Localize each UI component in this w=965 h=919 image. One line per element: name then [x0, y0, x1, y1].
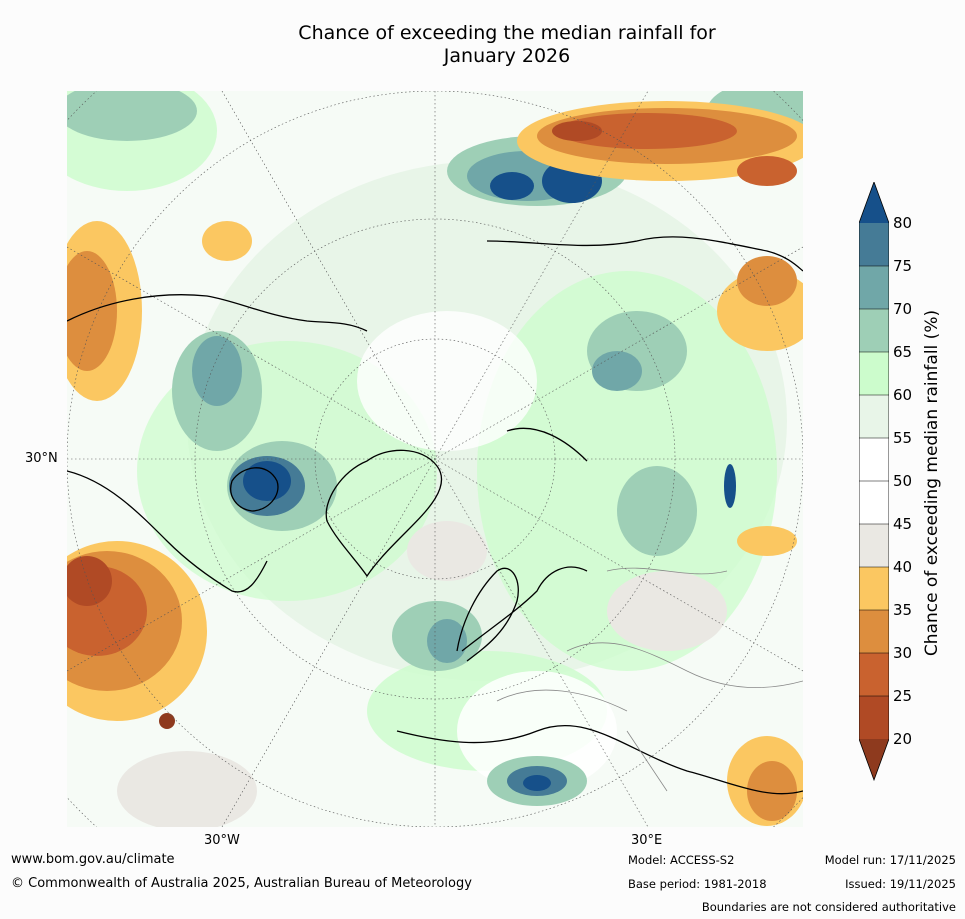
colorbar-tick-label: 30 [893, 644, 913, 662]
teal-region [592, 351, 642, 391]
yellow-region [202, 221, 252, 261]
north-america-coast [67, 294, 368, 593]
navy-region [724, 464, 736, 508]
colorbar-band [859, 352, 889, 396]
scandinavia-coast [456, 567, 519, 662]
colorbar-band [859, 438, 889, 482]
graticule [67, 91, 803, 827]
greenland-coast [325, 449, 443, 578]
border-line [496, 567, 803, 792]
orange-dark-region [737, 156, 797, 186]
hudson-bay-coast [230, 467, 279, 512]
coastlines [67, 236, 803, 795]
lat-label-30n: 30°N [25, 451, 58, 466]
colorbar-band [859, 696, 889, 740]
colorbar-upper-extend [859, 182, 889, 223]
light-green-region [477, 271, 777, 671]
colorbar-band [859, 524, 889, 568]
colorbar-band [859, 223, 889, 267]
colorbar-lower-extend [859, 739, 889, 780]
base-period: Base period: 1981-2018 [628, 877, 767, 891]
colorbar-band [859, 567, 889, 611]
white-region [357, 311, 537, 451]
rainfall-map [67, 91, 803, 827]
brown-region [67, 556, 112, 606]
colorbar-tick-label: 40 [893, 558, 913, 576]
colorbar-band [859, 395, 889, 439]
colorbar-tick-label: 65 [893, 343, 913, 361]
colorbar-tick-label: 70 [893, 300, 913, 318]
yellow-region [737, 526, 797, 556]
brown-region [552, 121, 602, 141]
model-name: Model: ACCESS-S2 [628, 853, 735, 867]
meridian-line [67, 246, 803, 672]
lon-label-30e: 30°E [631, 833, 663, 848]
colorbar-tick-label: 55 [893, 429, 913, 447]
title-line-1: Chance of exceeding the median rainfall … [298, 22, 716, 44]
colorbar-band [859, 309, 889, 353]
orange-region [67, 251, 117, 371]
colorbar-tick-label: 35 [893, 601, 913, 619]
colorbar-tick-label: 50 [893, 472, 913, 490]
lon-label-30w: 30°W [204, 833, 240, 848]
brown-region [159, 713, 175, 729]
colorbar-tick-label: 20 [893, 730, 913, 748]
navy-region [243, 461, 291, 501]
eurasia-coast [396, 236, 803, 795]
orange-dark-region [557, 113, 737, 149]
title-line-2: January 2026 [443, 45, 571, 67]
navy-region [523, 775, 551, 791]
colorbar-tick-label: 25 [893, 687, 913, 705]
issued-date: Issued: 19/11/2025 [845, 877, 956, 891]
colorbar-band [859, 653, 889, 697]
model-run-date: Model run: 17/11/2025 [824, 853, 956, 867]
teal-region [192, 336, 242, 406]
grey-region [407, 521, 487, 581]
chart-title: Chance of exceeding the median rainfall … [0, 22, 965, 68]
colorbar-tick-label: 80 [893, 214, 913, 232]
colorbar-tick-label: 45 [893, 515, 913, 533]
navy-region [490, 172, 534, 200]
orange-region [737, 256, 797, 306]
colorbar [858, 181, 890, 782]
teal-light-region [617, 466, 697, 556]
colorbar-tick-label: 60 [893, 386, 913, 404]
grey-region [607, 571, 727, 651]
copyright-notice: © Commonwealth of Australia 2025, Austra… [11, 876, 472, 891]
teal-region [427, 619, 467, 663]
colorbar-band [859, 610, 889, 654]
country-borders [496, 567, 803, 792]
orange-region [747, 761, 797, 821]
teal-light-region [67, 91, 197, 141]
website-url[interactable]: www.bom.gov.au/climate [11, 852, 175, 867]
grey-region [117, 751, 257, 827]
colorbar-band [859, 481, 889, 525]
colorbar-label: Chance of exceeding median rainfall (%) [922, 309, 942, 657]
colorbar-band [859, 266, 889, 310]
boundaries-disclaimer: Boundaries are not considered authoritat… [701, 900, 956, 914]
rainfall-field [67, 91, 803, 827]
colorbar-tick-label: 75 [893, 257, 913, 275]
